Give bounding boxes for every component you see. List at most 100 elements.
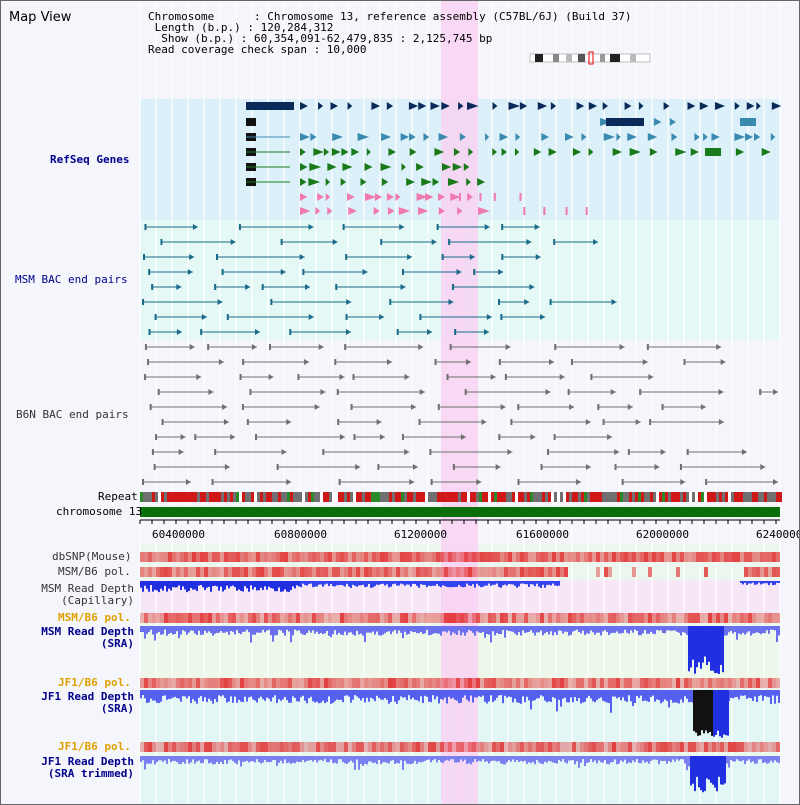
- heat-cell: [156, 678, 160, 688]
- repeat-segment: [401, 492, 404, 502]
- depth-bar: [744, 690, 746, 696]
- depth-bar: [428, 626, 430, 636]
- repeat-segment: [221, 492, 224, 502]
- depth-bar: [412, 756, 414, 764]
- heat-cell: [312, 567, 316, 577]
- depth-bar: [344, 690, 346, 696]
- heat-cell: [580, 742, 584, 752]
- heat-cell: [540, 742, 544, 752]
- bac-end: [176, 284, 182, 290]
- depth-bar: [406, 581, 408, 585]
- heat-cell: [180, 613, 184, 623]
- selection-highlight[interactable]: [441, 0, 478, 805]
- repeat-segment: [200, 492, 203, 502]
- heat-cell: [256, 552, 260, 562]
- heat-cell: [716, 678, 720, 688]
- depth-bar: [472, 756, 474, 763]
- depth-bar: [550, 626, 552, 632]
- depth-bar: [510, 626, 512, 632]
- label-jf1-depth-sra[interactable]: JF1 Read Depth (SRA): [34, 691, 134, 715]
- depth-bar: [260, 756, 262, 764]
- depth-bar: [674, 626, 676, 631]
- bac-end: [147, 359, 150, 365]
- depth-bar: [420, 626, 422, 632]
- heat-cell: [616, 613, 620, 623]
- heat-cell: [476, 613, 480, 623]
- repeat-segment: [452, 492, 455, 502]
- label-msm-b6-pol[interactable]: MSM/B6 pol.: [58, 565, 131, 578]
- bac-end: [352, 374, 355, 380]
- label-repeat[interactable]: Repeat: [98, 490, 138, 503]
- depth-bar: [198, 690, 200, 698]
- heat-cell: [332, 678, 336, 688]
- heat-cell: [672, 552, 676, 562]
- depth-bar: [188, 581, 190, 591]
- depth-bar: [174, 756, 176, 761]
- label-msm-depth-capillary[interactable]: MSM Read Depth (Capillary): [36, 583, 134, 607]
- label-dbsnp[interactable]: dbSNP(Mouse): [52, 550, 132, 563]
- label-msm-depth-sra[interactable]: MSM Read Depth (SRA): [34, 626, 134, 650]
- repeat-segment: [737, 492, 740, 502]
- depth-bar: [734, 756, 736, 762]
- depth-bar: [300, 626, 302, 634]
- heat-cell: [332, 567, 336, 577]
- repeat-segment: [551, 492, 554, 502]
- depth-bar: [242, 756, 244, 762]
- repeat-segment: [140, 492, 143, 502]
- heat-cell: [756, 613, 760, 623]
- depth-bar: [428, 581, 430, 586]
- depth-bar: [584, 626, 586, 636]
- repeat-segment: [266, 492, 269, 502]
- heat-cell: [244, 613, 248, 623]
- depth-bar: [342, 626, 344, 636]
- depth-bar: [220, 756, 222, 762]
- heat-cell: [712, 613, 716, 623]
- label-b6n-bac[interactable]: B6N BAC end pairs: [16, 408, 129, 421]
- depth-bar: [676, 626, 678, 632]
- heat-cell: [772, 678, 776, 688]
- depth-bar: [144, 690, 146, 699]
- heat-cell: [512, 613, 516, 623]
- heat-cell: [312, 613, 316, 623]
- depth-bar: [711, 690, 713, 736]
- label-jf1-b6-pol-2[interactable]: JF1/B6 pol.: [58, 740, 131, 753]
- repeat-segment: [272, 492, 275, 502]
- chromosome-ideogram[interactable]: [529, 51, 651, 65]
- repeat-segment: [530, 492, 533, 502]
- label-jf1-b6-pol[interactable]: JF1/B6 pol.: [58, 676, 131, 689]
- depth-bar: [654, 756, 656, 760]
- depth-bar: [494, 626, 496, 636]
- depth-bar: [530, 690, 532, 710]
- heat-cell: [336, 678, 340, 688]
- bac-end: [431, 239, 437, 245]
- label-refseq-genes[interactable]: RefSeq Genes: [50, 153, 130, 166]
- heat-cell: [736, 613, 740, 623]
- gene-exon: [537, 102, 548, 110]
- depth-bar: [778, 581, 780, 584]
- heat-cell: [208, 567, 212, 577]
- bac-end: [507, 449, 513, 455]
- heat-cell: [496, 742, 500, 752]
- depth-bar: [572, 626, 574, 632]
- heat-cell: [576, 742, 580, 752]
- heat-cell: [192, 567, 196, 577]
- heat-cell: [184, 742, 188, 752]
- depth-bar: [456, 690, 458, 701]
- depth-bar: [520, 756, 522, 761]
- label-msm-b6-pol-2[interactable]: MSM/B6 pol.: [58, 611, 131, 624]
- depth-bar: [588, 626, 590, 634]
- heat-cell: [700, 613, 704, 623]
- depth-bar: [490, 581, 492, 586]
- heat-cell: [704, 567, 708, 577]
- depth-bar: [568, 626, 570, 636]
- depth-bar: [706, 626, 708, 666]
- depth-bar: [270, 756, 272, 762]
- depth-bar: [360, 756, 362, 764]
- gene-exon: [409, 148, 417, 156]
- label-jf1-depth-trimmed[interactable]: JF1 Read Depth (SRA trimmed): [34, 756, 134, 780]
- depth-bar: [690, 626, 692, 668]
- heat-cell: [628, 552, 632, 562]
- label-msm-bac[interactable]: MSM BAC end pairs: [15, 273, 128, 286]
- heat-cell: [680, 742, 684, 752]
